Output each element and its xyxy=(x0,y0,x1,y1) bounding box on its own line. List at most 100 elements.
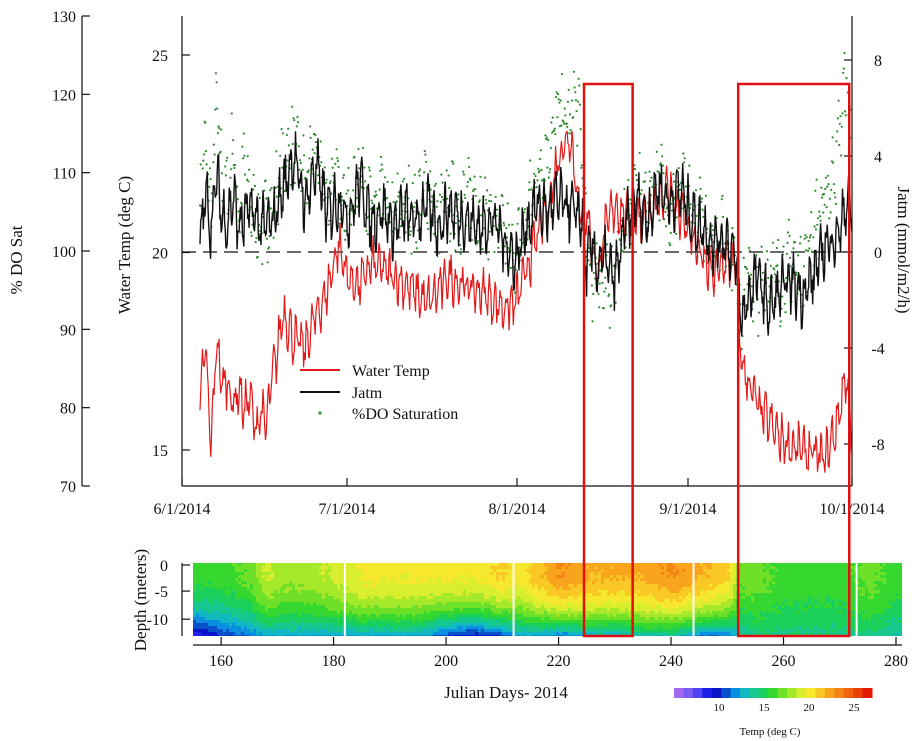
do-saturation-point xyxy=(293,181,296,184)
heatmap-cell xyxy=(577,635,581,636)
do-saturation-point xyxy=(488,230,491,233)
heatmap-cell xyxy=(340,569,344,573)
heatmap-cell xyxy=(646,566,650,570)
heatmap-cell xyxy=(622,581,626,585)
heatmap-cell xyxy=(274,635,278,636)
heatmap-cell xyxy=(454,635,458,636)
heatmap-cell xyxy=(619,608,623,612)
heatmap-cell xyxy=(460,569,464,573)
heatmap-cell xyxy=(448,587,452,591)
heatmap-cell xyxy=(601,611,605,615)
heatmap-cell xyxy=(457,611,461,615)
heatmap-cell xyxy=(634,590,638,594)
heatmap-cell xyxy=(574,599,578,603)
heatmap-cell xyxy=(391,587,395,591)
heatmap-cell xyxy=(646,587,650,591)
do-saturation-point xyxy=(587,259,590,262)
heatmap-cell xyxy=(403,614,407,618)
heatmap-cell xyxy=(271,617,275,621)
do-saturation-point xyxy=(295,125,298,128)
heatmap-cell xyxy=(553,629,557,633)
heatmap-cell xyxy=(364,599,368,603)
do-saturation-point xyxy=(601,281,604,284)
heatmap-cell xyxy=(508,563,512,567)
heatmap-cell xyxy=(406,596,410,600)
heatmap-cell xyxy=(439,584,443,588)
heatmap-cell xyxy=(664,608,668,612)
do-saturation-point xyxy=(462,170,465,173)
heatmap-cell xyxy=(319,614,323,618)
heatmap-cell xyxy=(322,608,326,612)
heatmap-cell xyxy=(235,584,239,588)
heatmap-cell xyxy=(253,575,257,579)
heatmap-cell xyxy=(574,563,578,567)
heatmap-cell xyxy=(277,608,281,612)
heatmap-cell xyxy=(658,599,662,603)
heatmap-cell xyxy=(445,590,449,594)
heatmap-cell xyxy=(598,599,602,603)
heatmap-cell xyxy=(403,611,407,615)
heatmap-cell xyxy=(232,629,236,633)
heatmap-cell xyxy=(433,626,437,630)
heatmap-cell xyxy=(391,575,395,579)
heatmap-cell xyxy=(370,626,374,630)
heatmap-cell xyxy=(364,593,368,597)
heatmap-cell xyxy=(316,614,320,618)
heatmap-cell xyxy=(217,569,221,573)
heatmap-cell xyxy=(625,566,629,570)
heatmap-cell xyxy=(277,569,281,573)
heatmap-cell xyxy=(202,584,206,588)
heatmap-cell xyxy=(487,572,491,576)
heatmap-cell xyxy=(565,596,569,600)
heatmap-cell xyxy=(280,605,284,609)
heatmap-cell xyxy=(316,569,320,573)
do-saturation-point xyxy=(277,223,280,226)
heatmap-cell xyxy=(595,608,599,612)
heatmap-cell xyxy=(661,617,665,621)
heatmap-cell xyxy=(607,584,611,588)
heatmap-cell xyxy=(484,605,488,609)
heatmap-cell xyxy=(418,596,422,600)
heatmap-cell xyxy=(652,575,656,579)
heatmap-cell xyxy=(568,563,572,567)
heatmap-cell xyxy=(202,614,206,618)
heatmap-cell xyxy=(235,596,239,600)
heatmap-cell xyxy=(487,632,491,636)
heatmap-cell xyxy=(652,569,656,573)
heatmap-cell xyxy=(490,584,494,588)
heatmap-cell xyxy=(652,581,656,585)
heatmap-cell xyxy=(502,584,506,588)
heatmap-cell xyxy=(367,569,371,573)
heatmap-cell xyxy=(364,617,368,621)
heatmap-cell xyxy=(421,572,425,576)
heatmap-cell xyxy=(286,620,290,624)
heatmap-cell xyxy=(526,629,530,633)
heatmap-cell xyxy=(229,623,233,627)
heatmap-cell xyxy=(559,572,563,576)
heatmap-cell xyxy=(658,617,662,621)
heatmap-cell xyxy=(394,608,398,612)
heatmap-cell xyxy=(265,587,269,591)
heatmap-cell xyxy=(421,575,425,579)
do-saturation-point xyxy=(454,249,457,252)
heatmap-cell xyxy=(316,632,320,636)
heatmap-cell xyxy=(304,605,308,609)
heatmap-cell xyxy=(628,596,632,600)
heatmap-cell xyxy=(493,575,497,579)
heatmap-cell xyxy=(304,632,308,636)
heatmap-cell xyxy=(520,632,524,636)
heatmap-cell xyxy=(493,584,497,588)
heatmap-cell xyxy=(337,566,341,570)
heatmap-cell xyxy=(463,593,467,597)
heatmap-cell xyxy=(586,605,590,609)
heatmap-cell xyxy=(589,578,593,582)
heatmap-cell xyxy=(322,569,326,573)
heatmap-cell xyxy=(550,629,554,633)
do-saturation-point xyxy=(397,191,400,194)
do-saturation-point xyxy=(497,246,500,249)
do-saturation-point xyxy=(810,211,813,214)
heatmap-cell xyxy=(550,596,554,600)
heatmap-cell xyxy=(295,593,299,597)
heatmap-cell xyxy=(412,635,416,636)
heatmap-cell xyxy=(442,632,446,636)
